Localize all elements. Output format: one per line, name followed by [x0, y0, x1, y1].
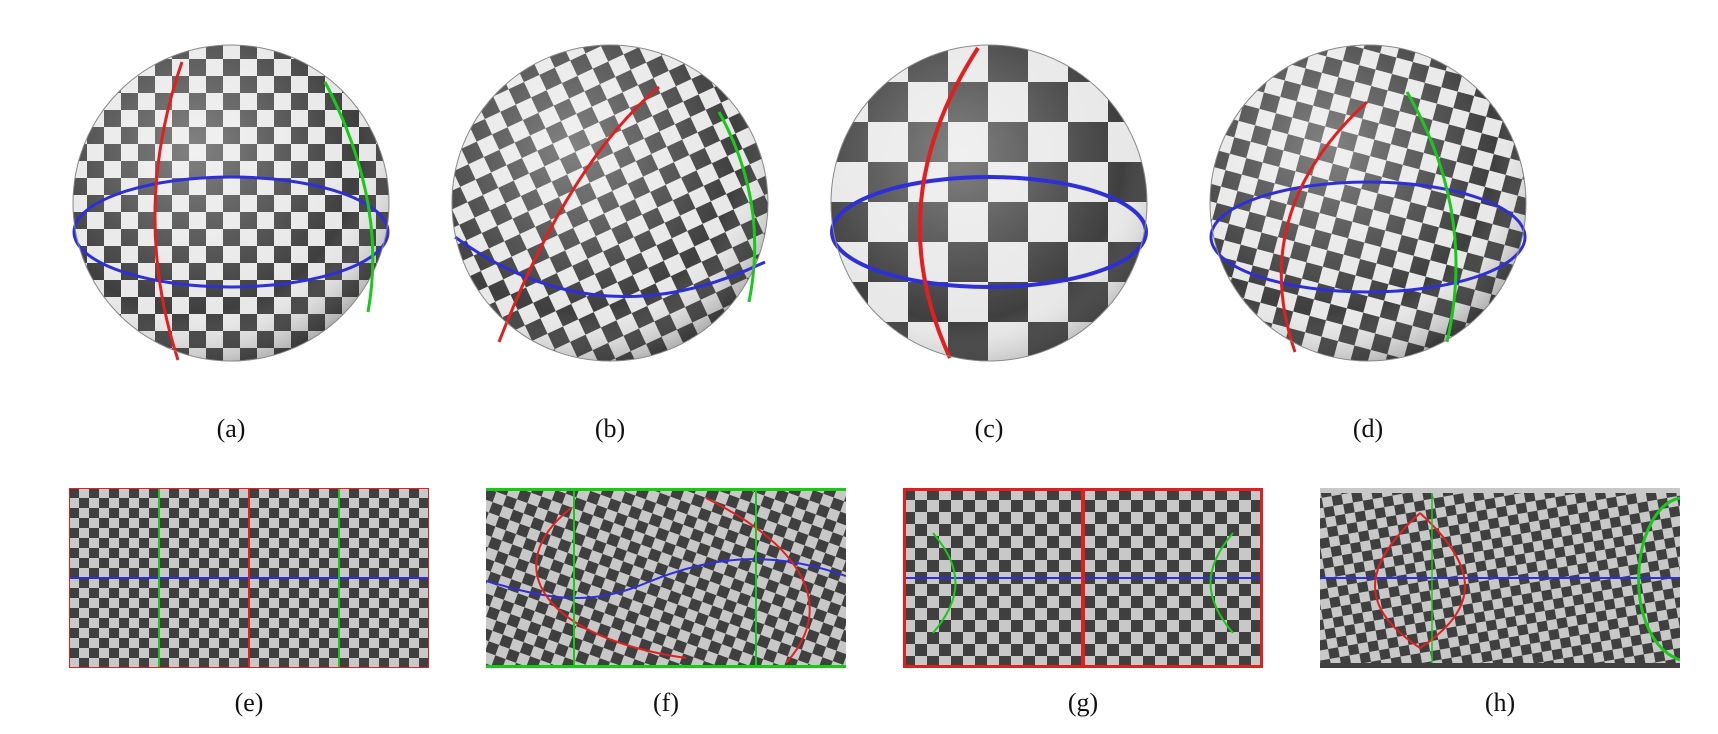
- map-panel-h: [1320, 488, 1680, 668]
- map-h: [1320, 488, 1680, 668]
- caption-g: (g): [1067, 688, 1099, 717]
- map-panel-g: [903, 488, 1263, 668]
- sphere-panel-a: [70, 42, 392, 364]
- sphere-a: [72, 44, 390, 362]
- caption-d: (d): [1352, 414, 1384, 443]
- map-panel-f: [486, 488, 846, 668]
- caption-f: (f): [653, 688, 679, 717]
- caption-b: (b): [594, 414, 626, 443]
- map-g: [903, 488, 1263, 668]
- sphere-d: [1209, 44, 1527, 362]
- map-f: [486, 488, 846, 668]
- caption-e: (e): [234, 688, 264, 717]
- sphere-panel-c: [828, 42, 1150, 364]
- map-e: [69, 488, 429, 668]
- map-panel-e: [69, 488, 429, 668]
- caption-c: (c): [974, 414, 1004, 443]
- sphere-b: [451, 44, 769, 362]
- sphere-c: [830, 44, 1148, 362]
- caption-a: (a): [216, 414, 246, 443]
- sphere-panel-b: [449, 42, 771, 364]
- sphere-panel-d: [1207, 42, 1529, 364]
- caption-h: (h): [1484, 688, 1516, 717]
